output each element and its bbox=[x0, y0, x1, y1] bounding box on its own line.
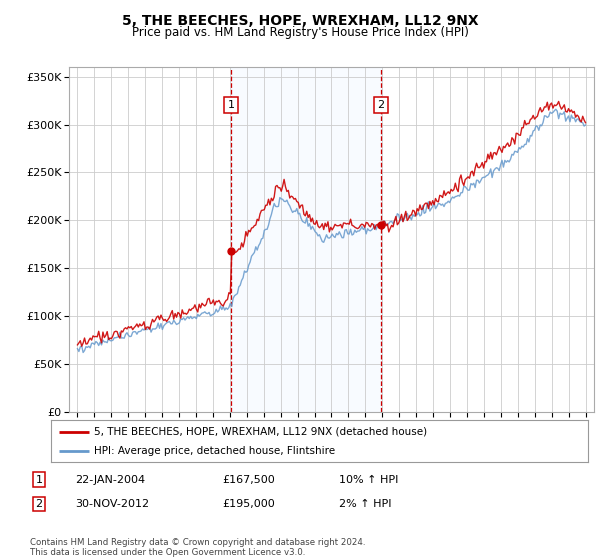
Text: Contains HM Land Registry data © Crown copyright and database right 2024.
This d: Contains HM Land Registry data © Crown c… bbox=[30, 538, 365, 557]
Text: 22-JAN-2004: 22-JAN-2004 bbox=[75, 475, 145, 485]
Bar bbox=[231, 67, 381, 412]
Text: £167,500: £167,500 bbox=[222, 475, 275, 485]
Text: 1: 1 bbox=[227, 100, 235, 110]
Text: 5, THE BEECHES, HOPE, WREXHAM, LL12 9NX (detached house): 5, THE BEECHES, HOPE, WREXHAM, LL12 9NX … bbox=[94, 427, 427, 437]
Text: 2: 2 bbox=[35, 499, 43, 509]
Text: 1: 1 bbox=[35, 475, 43, 485]
Text: 30-NOV-2012: 30-NOV-2012 bbox=[75, 499, 149, 509]
Text: HPI: Average price, detached house, Flintshire: HPI: Average price, detached house, Flin… bbox=[94, 446, 335, 456]
Text: Price paid vs. HM Land Registry's House Price Index (HPI): Price paid vs. HM Land Registry's House … bbox=[131, 26, 469, 39]
Text: 2: 2 bbox=[377, 100, 385, 110]
Text: 10% ↑ HPI: 10% ↑ HPI bbox=[339, 475, 398, 485]
Text: £195,000: £195,000 bbox=[222, 499, 275, 509]
Text: 2% ↑ HPI: 2% ↑ HPI bbox=[339, 499, 391, 509]
Text: 5, THE BEECHES, HOPE, WREXHAM, LL12 9NX: 5, THE BEECHES, HOPE, WREXHAM, LL12 9NX bbox=[122, 14, 478, 28]
